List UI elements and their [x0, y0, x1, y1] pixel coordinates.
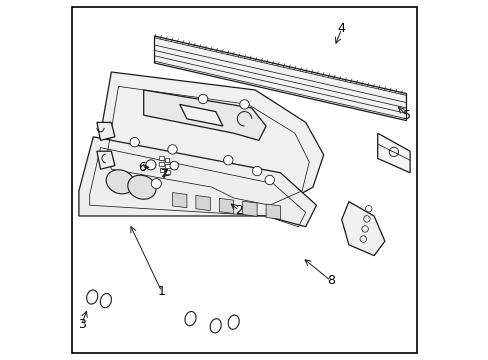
- Ellipse shape: [127, 175, 156, 199]
- Text: 7: 7: [161, 168, 169, 181]
- Polygon shape: [242, 201, 257, 216]
- Polygon shape: [219, 198, 233, 213]
- Bar: [164, 158, 169, 162]
- Polygon shape: [341, 202, 384, 256]
- Ellipse shape: [106, 170, 134, 194]
- Polygon shape: [179, 104, 223, 126]
- Polygon shape: [97, 72, 323, 209]
- Polygon shape: [143, 90, 265, 140]
- Circle shape: [151, 179, 161, 189]
- Polygon shape: [97, 122, 115, 140]
- Polygon shape: [154, 36, 406, 121]
- Bar: [159, 156, 163, 160]
- Circle shape: [223, 156, 232, 165]
- Text: 8: 8: [326, 274, 334, 287]
- Text: 6: 6: [138, 161, 145, 174]
- Bar: [165, 170, 170, 174]
- Polygon shape: [265, 204, 280, 219]
- Circle shape: [145, 160, 156, 170]
- Circle shape: [198, 94, 207, 104]
- Polygon shape: [196, 195, 210, 211]
- Text: 4: 4: [337, 22, 345, 35]
- Circle shape: [170, 161, 178, 170]
- Circle shape: [252, 166, 261, 176]
- Circle shape: [264, 175, 274, 185]
- Bar: [164, 164, 169, 168]
- Circle shape: [130, 138, 139, 147]
- Circle shape: [239, 100, 249, 109]
- Bar: [159, 162, 163, 166]
- Text: 2: 2: [235, 204, 243, 217]
- Text: 1: 1: [158, 285, 165, 298]
- Polygon shape: [97, 151, 115, 169]
- Ellipse shape: [100, 293, 111, 308]
- Bar: [159, 168, 164, 172]
- Circle shape: [167, 145, 177, 154]
- Ellipse shape: [228, 315, 239, 329]
- Ellipse shape: [86, 290, 98, 304]
- Text: 3: 3: [78, 318, 85, 330]
- Polygon shape: [377, 133, 409, 173]
- Polygon shape: [172, 193, 186, 208]
- Polygon shape: [79, 137, 316, 227]
- Ellipse shape: [210, 319, 221, 333]
- Ellipse shape: [184, 311, 196, 326]
- Text: 5: 5: [402, 109, 409, 122]
